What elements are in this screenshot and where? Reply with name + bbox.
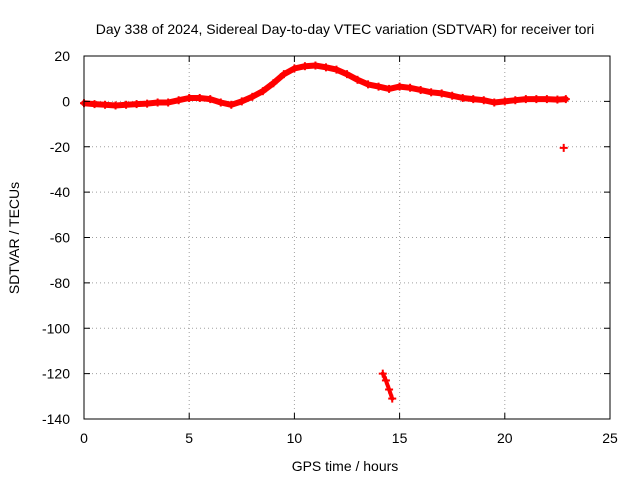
y-axis-ticks: -140 -120 -100 -80 -60 -40 -20 0 20	[42, 48, 610, 427]
data-point-main	[364, 80, 373, 89]
data-point-main	[469, 95, 478, 104]
data-point-main	[269, 79, 278, 88]
data-point-main	[374, 82, 383, 91]
data-point-main	[353, 75, 362, 84]
data-point-main	[132, 100, 141, 109]
grid	[84, 56, 610, 419]
x-tick-label: 10	[287, 430, 303, 446]
data-point-main	[437, 89, 446, 98]
data-point-main	[153, 98, 162, 107]
x-tick-label: 15	[392, 430, 408, 446]
data-point-main	[111, 101, 120, 110]
data-point-main	[122, 100, 131, 109]
data-point-main	[164, 98, 173, 107]
data-point-main	[311, 61, 320, 70]
data-point-outlier-point	[559, 143, 568, 152]
data-point-main	[343, 70, 351, 79]
data-point-main	[101, 100, 110, 109]
data-point-main	[321, 63, 330, 72]
data-point-main	[195, 93, 204, 102]
data-point-main	[216, 98, 225, 107]
data-point-main	[279, 70, 288, 79]
x-tick-label: 20	[497, 430, 513, 446]
y-tick-label: 0	[62, 93, 70, 109]
y-tick-label: -100	[42, 320, 70, 336]
chart-title: Day 338 of 2024, Sidereal Day-to-day VTE…	[96, 21, 595, 37]
data-point-main	[542, 95, 551, 104]
data-point-main	[248, 92, 257, 101]
data-point-main	[237, 97, 246, 106]
data-point-main	[395, 82, 404, 91]
y-tick-label: -120	[42, 366, 70, 382]
y-tick-label: -80	[50, 275, 70, 291]
y-tick-label: -20	[50, 139, 70, 155]
y-axis-label: SDTVAR / TECUs	[6, 182, 22, 294]
data-point-main	[511, 96, 520, 105]
data-point-main	[521, 95, 530, 104]
data-point-main	[553, 95, 562, 104]
x-tick-label: 25	[602, 430, 618, 446]
data-point-main	[500, 97, 509, 106]
x-axis-ticks: 0 5 10 15 20 25	[80, 56, 618, 446]
data-point-main	[332, 65, 341, 74]
y-tick-label: -60	[50, 230, 70, 246]
data-point-main	[479, 96, 488, 105]
data-point-main	[532, 95, 541, 104]
data-point-main	[206, 95, 215, 104]
data-point-main	[227, 100, 236, 109]
series-outlier-drop-trace	[380, 371, 395, 401]
data-point-main	[90, 100, 99, 109]
y-tick-label: -140	[42, 411, 70, 427]
data-point-main	[490, 98, 499, 107]
data-point-main	[143, 99, 152, 108]
data-point-main	[385, 84, 394, 93]
data-point-main	[258, 87, 267, 96]
data-point-main	[458, 93, 467, 102]
data-point-main	[448, 91, 457, 100]
data-point-main	[561, 95, 570, 104]
y-tick-label: 20	[54, 48, 70, 64]
y-tick-label: -40	[50, 184, 70, 200]
plot-frame	[83, 55, 611, 420]
x-tick-label: 5	[185, 430, 193, 446]
data-point-main	[427, 88, 436, 97]
data-point-main	[174, 96, 183, 105]
x-axis-label: GPS time / hours	[292, 458, 399, 474]
data-point-main	[185, 93, 194, 102]
data-series	[80, 61, 570, 403]
data-point-main	[290, 64, 299, 73]
data-point-main	[300, 62, 309, 71]
data-point-main	[416, 86, 425, 95]
x-tick-label: 0	[80, 430, 88, 446]
data-point-main	[406, 83, 415, 92]
